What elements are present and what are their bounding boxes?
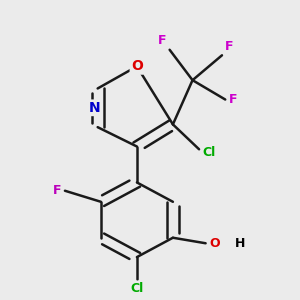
Text: N: N bbox=[88, 101, 100, 115]
Text: O: O bbox=[131, 59, 143, 74]
Text: Cl: Cl bbox=[202, 146, 216, 158]
Text: Cl: Cl bbox=[130, 282, 143, 295]
Text: F: F bbox=[53, 184, 62, 197]
Text: F: F bbox=[225, 40, 234, 52]
Text: O: O bbox=[209, 237, 220, 250]
Text: F: F bbox=[229, 93, 237, 106]
Text: F: F bbox=[158, 34, 167, 47]
Text: H: H bbox=[235, 237, 245, 250]
